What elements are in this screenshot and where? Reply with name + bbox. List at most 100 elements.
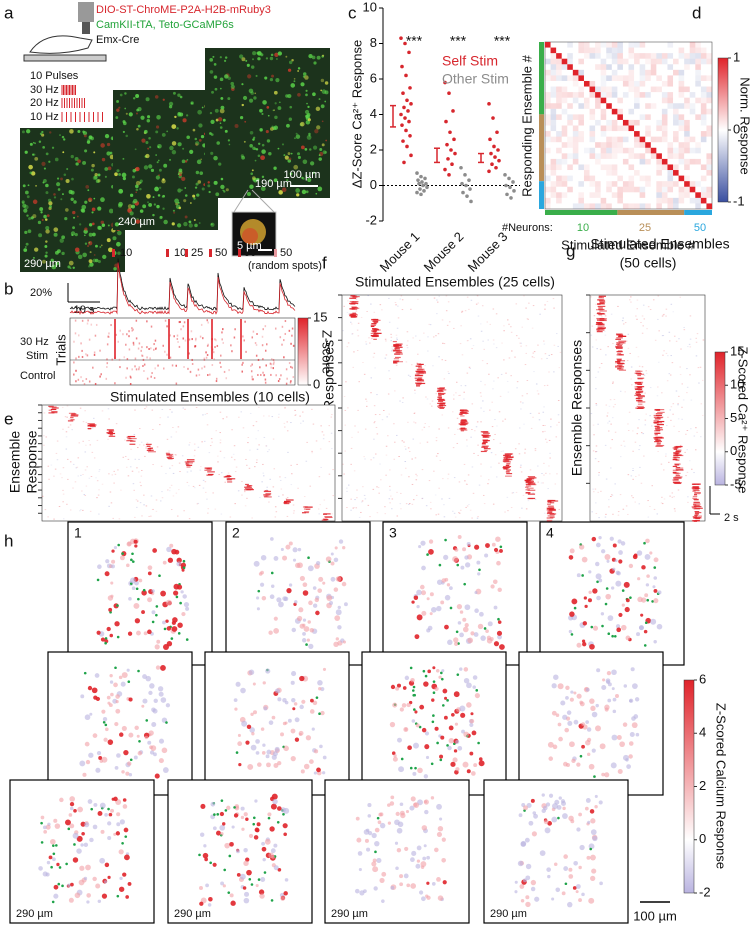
response: [636, 400, 642, 401]
cell: [87, 245, 89, 247]
response: [694, 492, 700, 493]
cell: [126, 135, 129, 138]
cell: [310, 709, 315, 714]
response: [90, 425, 93, 426]
cell: [169, 159, 171, 161]
matrix-cell: [595, 53, 601, 59]
raster-pixel: [687, 496, 689, 497]
point: [452, 138, 456, 142]
raster-pixel: [662, 503, 664, 504]
cell: [653, 576, 657, 580]
raster-pixel: [427, 398, 429, 399]
cell: [45, 218, 47, 220]
raster-pixel: [226, 416, 228, 417]
response: [481, 451, 487, 452]
matrix-cell: [667, 92, 673, 98]
matrix-cell: [590, 192, 596, 198]
matrix-cell: [667, 176, 673, 182]
cell: [77, 807, 83, 813]
cell: [177, 112, 181, 116]
cell: [113, 683, 118, 688]
cell: [305, 110, 309, 114]
cell: [266, 754, 270, 758]
cell: [249, 670, 254, 675]
raster-pixel: [542, 431, 544, 432]
raster-pixel: [217, 345, 219, 347]
raster-pixel: [82, 474, 84, 475]
target: [258, 878, 261, 881]
cell: [144, 165, 148, 169]
matrix-cell: [645, 92, 651, 98]
response: [617, 360, 621, 361]
response: [88, 428, 92, 429]
matrix-cell: [556, 103, 562, 109]
cell: [484, 553, 488, 557]
raster-pixel: [407, 347, 409, 348]
cell: [395, 867, 399, 871]
raster-pixel: [168, 451, 170, 452]
raster-pixel: [143, 370, 145, 372]
raster-pixel: [469, 368, 471, 369]
cell: [70, 802, 74, 806]
cell: [75, 893, 81, 899]
raster-pixel: [190, 371, 192, 373]
cell: [285, 156, 289, 160]
cell: [116, 822, 120, 826]
raster-pixel: [348, 342, 350, 343]
depth-label: 240 µm: [118, 216, 155, 228]
raster-pixel: [81, 491, 83, 492]
target: [152, 621, 155, 624]
matrix-cell: [679, 159, 685, 165]
raster-pixel: [118, 341, 120, 343]
raster-pixel: [220, 442, 222, 443]
cell: [321, 79, 324, 82]
cell: [121, 770, 124, 773]
raster-pixel: [658, 295, 660, 296]
raster-pixel: [612, 383, 614, 384]
raster-pixel: [544, 309, 546, 310]
response: [636, 373, 641, 374]
matrix-cell: [612, 137, 618, 143]
raster-pixel: [258, 430, 260, 431]
cell: [193, 197, 195, 199]
y-tick-label: 0: [370, 177, 377, 192]
raster-pixel: [134, 365, 136, 367]
cell: [426, 896, 430, 900]
matrix-cell: [706, 159, 712, 165]
cell: [470, 712, 473, 715]
cell: [124, 828, 129, 833]
raster-pixel: [408, 447, 410, 448]
raster-pixel: [112, 359, 114, 361]
cell: [624, 684, 627, 687]
cell: [309, 135, 311, 137]
response: [504, 460, 508, 461]
raster-pixel: [417, 354, 419, 355]
raster-pixel: [631, 367, 633, 368]
cell: [497, 588, 501, 592]
raster-pixel: [691, 469, 693, 470]
cell: [35, 185, 37, 187]
cell: [653, 598, 658, 603]
cell: [417, 768, 423, 774]
cell: [194, 219, 196, 221]
raster-pixel: [618, 515, 620, 516]
cell: [598, 536, 601, 539]
raster-pixel: [184, 409, 186, 410]
raster-pixel: [523, 424, 525, 425]
raster-pixel: [215, 509, 217, 510]
raster-pixel: [525, 308, 527, 309]
cell: [28, 217, 31, 220]
response: [547, 512, 552, 513]
raster-pixel: [125, 344, 127, 346]
raster-pixel: [371, 377, 373, 378]
matrix-cell: [629, 126, 635, 132]
raster-pixel: [278, 496, 280, 497]
raster-pixel: [376, 486, 378, 487]
matrix-cell: [612, 92, 618, 98]
cell: [108, 224, 110, 226]
raster-pixel: [515, 448, 517, 449]
response: [655, 429, 663, 430]
raster-pixel: [256, 355, 257, 357]
matrix-cell: [617, 42, 623, 48]
matrix-cell: [701, 53, 707, 59]
